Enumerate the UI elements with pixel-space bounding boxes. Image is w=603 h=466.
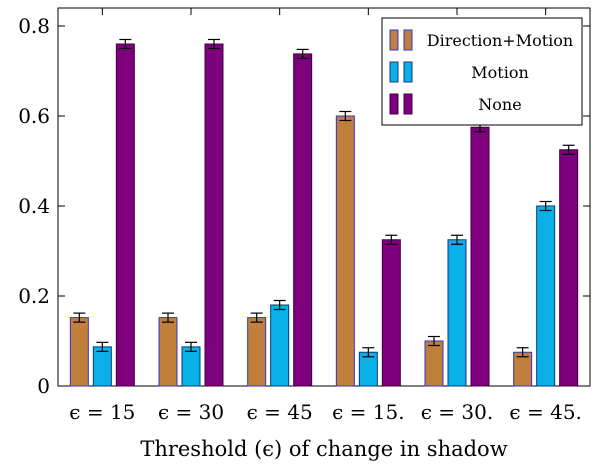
bar — [471, 127, 489, 386]
legend-swatch — [404, 62, 412, 82]
bar — [159, 318, 177, 386]
x-tick-label: ϵ = 45. — [509, 400, 581, 424]
x-tick-label: ϵ = 30 — [158, 400, 224, 424]
y-tick-label: 0.6 — [18, 104, 50, 128]
legend-swatch — [390, 30, 398, 50]
legend-swatch — [404, 94, 412, 114]
bar — [336, 116, 354, 386]
x-tick-label: ϵ = 15. — [332, 400, 404, 424]
x-axis-label: Threshold (ϵ) of change in shadow — [140, 437, 507, 461]
bar — [93, 347, 111, 386]
bar — [382, 240, 400, 386]
bar — [248, 318, 266, 386]
bar — [70, 318, 88, 386]
x-tick-label: ϵ = 45 — [247, 400, 313, 424]
legend-swatch — [390, 62, 398, 82]
legend: Direction+Motion Motion None — [382, 18, 582, 125]
bar — [560, 150, 578, 386]
bar — [271, 305, 289, 386]
bar — [116, 44, 134, 386]
x-tick-label: ϵ = 30. — [421, 400, 493, 424]
x-tick-label: ϵ = 15 — [69, 400, 135, 424]
legend-label: Motion — [471, 63, 529, 82]
bar — [294, 54, 312, 386]
y-tick-label: 0.4 — [18, 194, 50, 218]
legend-swatch — [404, 30, 412, 50]
bar — [182, 347, 200, 386]
y-tick-label: 0.8 — [18, 14, 50, 38]
legend-label: None — [478, 95, 521, 114]
bar — [425, 341, 443, 386]
y-tick-label: 0.2 — [18, 284, 50, 308]
legend-swatch — [390, 94, 398, 114]
bar — [537, 206, 555, 386]
legend-label: Direction+Motion — [427, 31, 573, 50]
bar — [448, 240, 466, 386]
bar — [205, 44, 223, 386]
y-tick-label: 0 — [37, 374, 50, 398]
